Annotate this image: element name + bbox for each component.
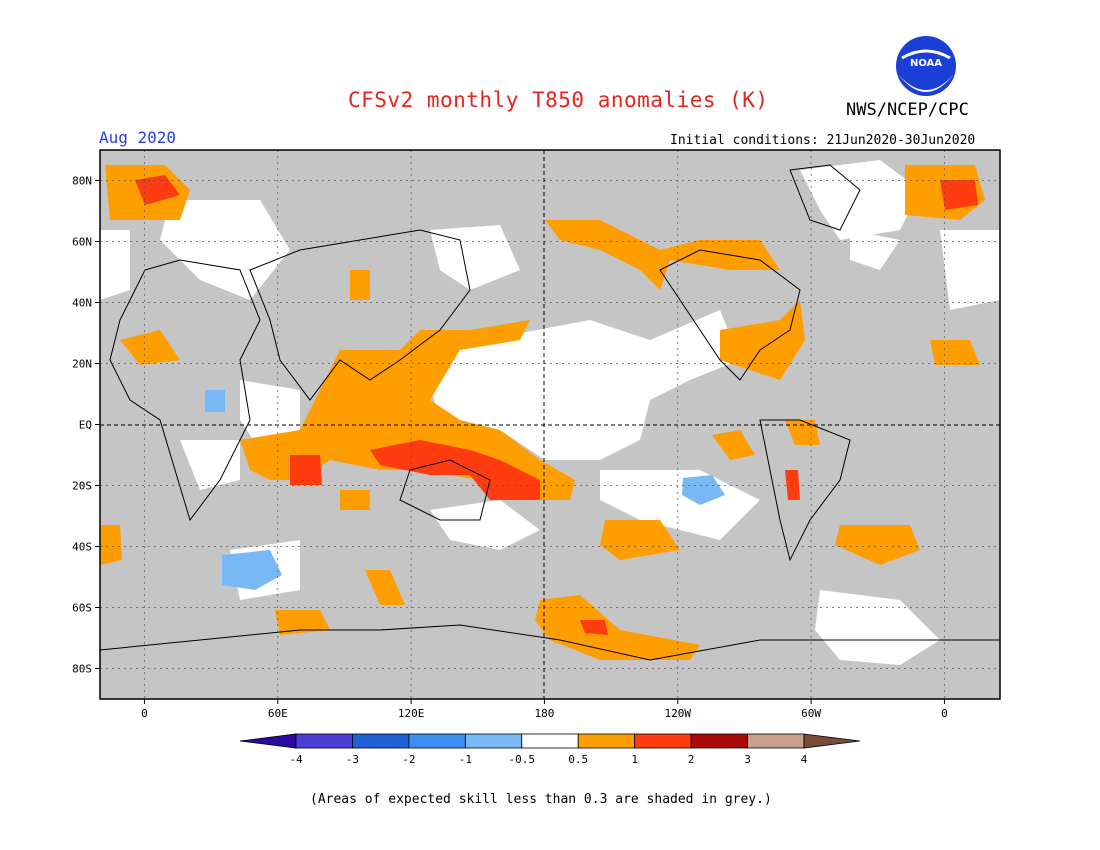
footnote: (Areas of expected skill less than 0.3 a… bbox=[310, 792, 772, 807]
colorbar-label: 3 bbox=[744, 753, 751, 766]
lon-tick-label: 0 bbox=[941, 707, 948, 720]
initial-conditions: Initial conditions: 21Jun2020-30Jun2020 bbox=[670, 133, 976, 148]
colorbar-label: -2 bbox=[402, 753, 415, 766]
colorbar-bin bbox=[352, 733, 410, 749]
greenland-neutral bbox=[800, 160, 920, 240]
colorbar-bin bbox=[521, 733, 579, 749]
eurasia-coast bbox=[249, 229, 471, 401]
noaa-logo-wave bbox=[898, 74, 954, 92]
lat-tick-label: 40S bbox=[72, 541, 92, 554]
colorbar-label: -0.5 bbox=[509, 753, 536, 766]
colorbar-bin bbox=[577, 733, 636, 749]
colorbar-label: -3 bbox=[346, 753, 359, 766]
europe-neutral bbox=[160, 200, 290, 300]
negative-anomaly-regions bbox=[205, 390, 725, 590]
lon-tick-label: 180 bbox=[535, 707, 555, 720]
tasman-neutral bbox=[430, 500, 540, 550]
lon-tick-label: 0 bbox=[141, 707, 148, 720]
gridlines bbox=[100, 150, 1000, 699]
colorbar-label: 0.5 bbox=[568, 753, 588, 766]
sahara-warm-repeat bbox=[930, 340, 980, 365]
greenland-coast bbox=[789, 164, 861, 231]
colorbar-min-triangle bbox=[239, 733, 297, 749]
lat-tick-label: 20N bbox=[72, 358, 92, 371]
colorbar: -4 -3 -2 -1 -0.5 0.5 1 2 3 4 bbox=[239, 733, 861, 766]
map-panel bbox=[99, 149, 1001, 700]
coastlines bbox=[99, 164, 1000, 661]
antarctica-coast bbox=[99, 624, 1000, 661]
noaa-logo: NOAA bbox=[896, 36, 956, 96]
east-pacific-warm bbox=[712, 430, 755, 460]
colorbar-max-triangle bbox=[803, 733, 861, 749]
indian-ocean-warm-core bbox=[290, 455, 322, 485]
east-europe-neutral bbox=[940, 230, 1000, 310]
lat-tick-label: 80N bbox=[72, 175, 92, 188]
north-atlantic-neutral bbox=[850, 230, 900, 270]
lat-tick-label: 60S bbox=[72, 602, 92, 615]
strong-positive-anomaly-regions bbox=[135, 175, 978, 635]
southeast-pacific-cool bbox=[682, 475, 725, 505]
colorbar-label: -4 bbox=[289, 753, 303, 766]
central-pacific-neutral bbox=[420, 310, 740, 460]
lon-tick-label: 120W bbox=[665, 707, 692, 720]
sahara-warm bbox=[120, 330, 180, 365]
south-america-coast bbox=[759, 419, 851, 562]
africa-coast bbox=[109, 259, 261, 522]
west-europe-neutral bbox=[100, 230, 130, 300]
colorbar-label: -1 bbox=[459, 753, 472, 766]
colorbar-label: 2 bbox=[688, 753, 695, 766]
north-america-coast bbox=[659, 249, 801, 381]
agency-label: NWS/NCEP/CPC bbox=[846, 100, 969, 120]
lat-tick-label: 20S bbox=[72, 480, 92, 493]
africa-neutral bbox=[180, 440, 240, 490]
ross-sea-warm-core bbox=[580, 620, 608, 635]
colorbar-bin bbox=[747, 733, 805, 749]
indian-ocean-warm bbox=[340, 490, 370, 510]
indo-pacific-warm bbox=[240, 320, 575, 500]
lon-tick-label: 60E bbox=[268, 707, 288, 720]
andes-warm-core bbox=[785, 470, 800, 500]
forecast-month: Aug 2020 bbox=[99, 128, 177, 147]
map-title: CFSv2 monthly T850 anomalies (K) bbox=[348, 88, 769, 112]
lat-tick-label: 40N bbox=[72, 297, 92, 310]
australia-coast bbox=[399, 459, 491, 521]
south-indian-cool bbox=[222, 550, 282, 590]
east-africa-cool bbox=[205, 390, 225, 412]
southwest-atlantic-warm bbox=[100, 525, 122, 565]
kerguelen-warm bbox=[365, 570, 405, 605]
noaa-logo-arc bbox=[901, 49, 951, 60]
colorbar-bin bbox=[408, 733, 466, 749]
colorbar-label: 4 bbox=[801, 753, 808, 766]
colorbar-label: 1 bbox=[631, 753, 638, 766]
east-arctic-warm-core bbox=[940, 180, 978, 210]
south-atlantic-warm bbox=[835, 525, 920, 565]
colorbar-bin bbox=[634, 733, 692, 749]
colorbar-bin bbox=[295, 733, 353, 749]
lon-tick-label: 60W bbox=[801, 707, 821, 720]
west-arctic-warm-core bbox=[135, 175, 180, 205]
south-atlantic-neutral bbox=[815, 590, 940, 665]
australia-warm-core bbox=[370, 440, 540, 500]
noaa-logo-disc bbox=[896, 36, 956, 96]
north-america-warm bbox=[720, 300, 805, 380]
lat-tick-label: 80S bbox=[72, 663, 92, 676]
longitude-labels: 0 60E 120E 180 120W 60W 0 bbox=[141, 699, 948, 720]
south-indian-warm bbox=[275, 610, 330, 635]
lon-tick-label: 120E bbox=[398, 707, 425, 720]
noaa-logo-text: NOAA bbox=[910, 58, 942, 69]
colorbar-bin bbox=[690, 733, 748, 749]
central-asia-warm bbox=[350, 270, 370, 300]
lat-tick-label: EQ bbox=[79, 419, 92, 432]
south-pacific-warm bbox=[600, 520, 680, 560]
colorbar-bin bbox=[464, 733, 523, 749]
latitude-labels: 80N 60N 40N 20N EQ 20S 40S 60S 80S bbox=[72, 175, 100, 676]
lat-tick-label: 60N bbox=[72, 236, 92, 249]
north-pacific-warm bbox=[545, 220, 780, 290]
